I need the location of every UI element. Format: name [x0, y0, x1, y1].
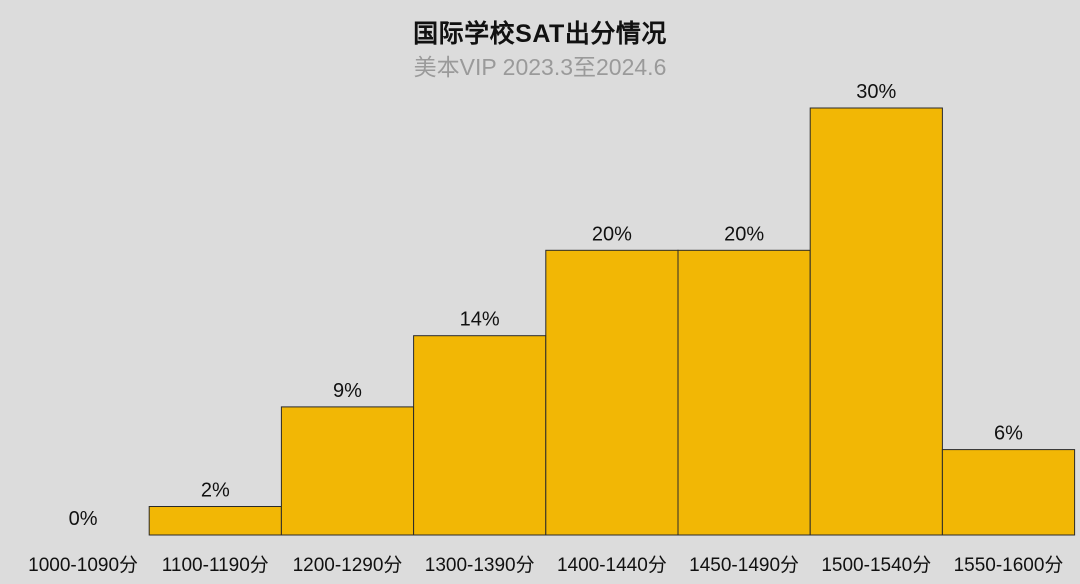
value-label-7: 30% — [856, 81, 896, 103]
value-label-5: 20% — [592, 223, 632, 245]
x-tick-label-5: 1400-1440分 — [557, 554, 667, 576]
bar-5 — [545, 249, 679, 536]
bar-2 — [148, 506, 282, 536]
x-tick-labels-group: 1000-1090分 1100-1190分 1200-1290分 1300-1390分… — [28, 554, 1063, 576]
x-tick-label-7: 1500-1540分 — [821, 554, 931, 576]
bar-8 — [941, 449, 1076, 536]
bar-7 — [809, 107, 943, 536]
value-label-3: 9% — [333, 380, 362, 402]
value-labels-group: 0% 2% 9% 14% 20% 20% 30% 6% — [69, 81, 1024, 530]
bar-3 — [280, 406, 415, 536]
bar-4 — [413, 335, 547, 536]
value-label-2: 2% — [201, 480, 230, 502]
chart-title: 国际学校SAT出分情况 — [413, 20, 667, 48]
value-label-1: 0% — [69, 508, 98, 530]
x-tick-label-6: 1450-1490分 — [689, 554, 799, 576]
x-tick-label-4: 1300-1390分 — [425, 554, 535, 576]
x-tick-label-3: 1200-1290分 — [293, 554, 403, 576]
bar-6 — [677, 249, 811, 536]
value-label-4: 14% — [460, 309, 500, 331]
value-label-6: 20% — [724, 223, 764, 245]
chart-subtitle: 美本VIP 2023.3至2024.6 — [413, 54, 667, 80]
value-label-8: 6% — [994, 423, 1023, 445]
x-tick-label-8: 1550-1600分 — [954, 554, 1064, 576]
x-tick-label-2: 1100-1190分 — [162, 554, 269, 576]
x-tick-label-1: 1000-1090分 — [28, 554, 138, 576]
bars-group — [148, 107, 1076, 536]
